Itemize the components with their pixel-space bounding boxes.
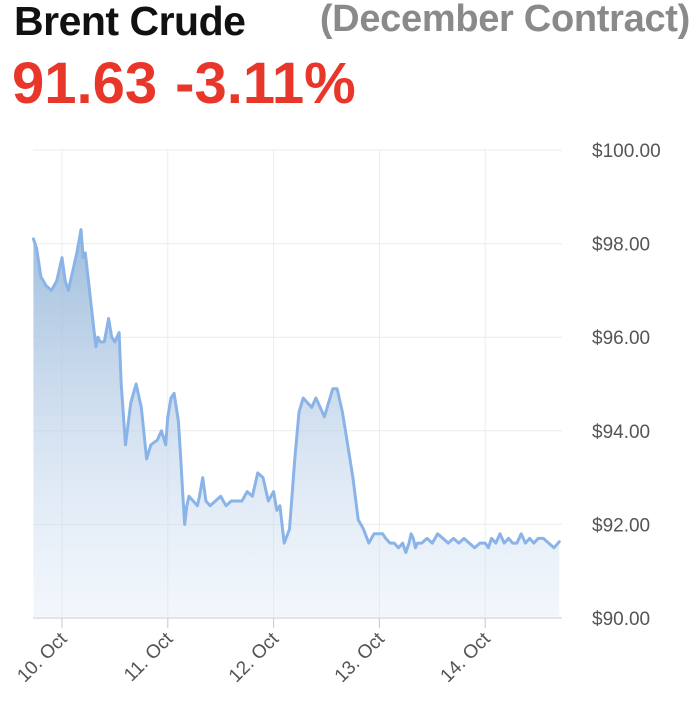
x-tick-label: 11. Oct bbox=[120, 628, 178, 686]
chart-subtitle: (December Contract) bbox=[319, 0, 690, 40]
x-tick-label: 13. Oct bbox=[331, 628, 390, 687]
y-tick-label: $96.00 bbox=[592, 328, 650, 349]
y-tick-label: $98.00 bbox=[592, 235, 650, 256]
price-line bbox=[31, 228, 561, 554]
y-tick-label: $92.00 bbox=[592, 515, 650, 536]
y-tick-label: $100.00 bbox=[592, 141, 661, 162]
x-tick-label: 12. Oct bbox=[225, 628, 284, 687]
x-tick-label: 10. Oct bbox=[13, 628, 72, 687]
chart-title: Brent Crude bbox=[14, 0, 246, 44]
y-tick-label: $94.00 bbox=[592, 422, 650, 443]
y-tick-label: $90.00 bbox=[592, 609, 650, 630]
x-tick-label: 14. Oct bbox=[437, 628, 496, 687]
price-change: -3.11% bbox=[175, 51, 356, 116]
price-area bbox=[33, 229, 560, 618]
price-quote: 91.63 -3.11% bbox=[12, 50, 374, 117]
y-axis: $100.00 $98.00 $96.00 $94.00 $92.00 $90.00 bbox=[592, 141, 661, 630]
price-value: 91.63 bbox=[12, 51, 158, 116]
x-axis: 10. Oct 11. Oct 12. Oct 13. Oct 14. Oct bbox=[13, 618, 495, 687]
